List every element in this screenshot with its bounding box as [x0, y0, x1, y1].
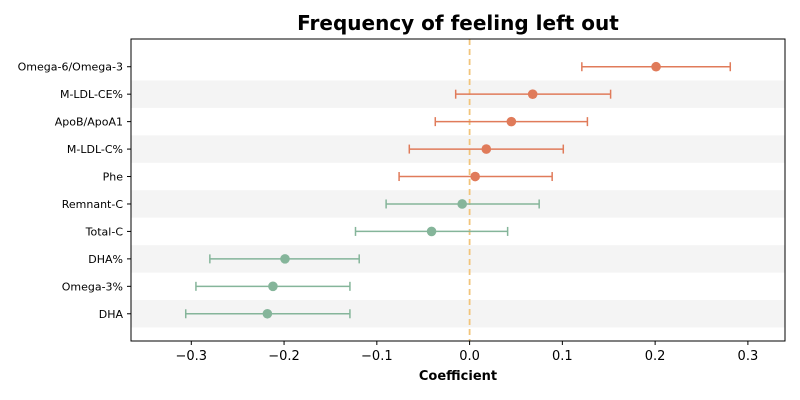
point-estimate: [527, 89, 538, 99]
y-tick-label: M-LDL-CE%: [60, 88, 123, 101]
x-tick-label: −0.2: [268, 349, 300, 364]
x-axis-label: Coefficient: [419, 369, 497, 384]
x-axis-ticks: −0.3 −0.2 −0.1 0.0 0.1 0.2 0.3: [176, 341, 759, 364]
point-estimate: [268, 281, 278, 292]
point-estimate: [506, 116, 517, 127]
y-tick-label: Phe: [103, 171, 124, 184]
x-tick-label: 0.0: [459, 349, 480, 364]
x-tick-label: −0.1: [361, 349, 393, 364]
x-tick-label: 0.1: [552, 349, 573, 364]
y-tick-label: Omega-3%: [62, 280, 123, 293]
y-axis-ticks: Omega-6/Omega-3 M-LDL-CE% ApoB/ApoA1 M-LDL-…: [18, 61, 131, 321]
chart-title: Frequency of feeling left out: [297, 11, 619, 35]
point-estimate: [651, 61, 661, 72]
point-estimate: [426, 226, 437, 237]
y-tick-label: Omega-6/Omega-3: [18, 61, 123, 74]
x-tick-label: −0.3: [176, 349, 208, 364]
plot-marks: [184, 61, 732, 319]
point-estimate: [262, 308, 273, 319]
y-tick-label: M-LDL-C%: [67, 143, 123, 156]
x-tick-label: 0.3: [738, 349, 759, 364]
plot-frame: [130, 38, 786, 342]
y-tick-label: DHA: [99, 308, 124, 321]
y-tick-label: DHA%: [88, 253, 123, 266]
y-tick-label: ApoB/ApoA1: [55, 116, 123, 129]
point-estimate: [457, 199, 467, 209]
point-estimate: [470, 171, 480, 182]
point-estimate: [280, 254, 290, 264]
x-tick-label: 0.2: [645, 349, 666, 364]
point-estimate: [481, 144, 492, 154]
y-tick-label: Total-C: [85, 225, 124, 238]
y-tick-label: Remnant-C: [62, 198, 124, 211]
